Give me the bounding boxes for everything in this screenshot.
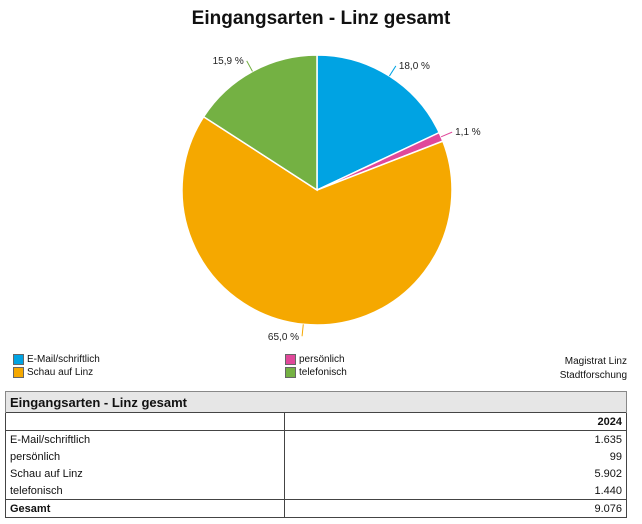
row-value: 99 bbox=[284, 448, 627, 465]
legend-label: E-Mail/schriftlich bbox=[27, 354, 100, 365]
table-caption: Eingangsarten - Linz gesamt bbox=[5, 391, 627, 413]
legend-item-telefonisch: telefonisch bbox=[285, 366, 347, 379]
slice-label: 15,9 % bbox=[213, 56, 244, 67]
row-label: persönlich bbox=[5, 448, 285, 465]
table-row: persönlich 99 bbox=[5, 448, 627, 465]
legend-swatch bbox=[13, 354, 24, 365]
header-empty bbox=[5, 412, 285, 431]
legend-swatch bbox=[285, 354, 296, 365]
pie-slice bbox=[202, 54, 318, 192]
table-row: E-Mail/schriftlich 1.635 bbox=[5, 430, 627, 448]
total-value: 9.076 bbox=[284, 499, 627, 518]
legend-item-persoenlich: persönlich bbox=[285, 353, 345, 366]
chart-title: Eingangsarten - Linz gesamt bbox=[191, 8, 451, 29]
legend-label: Schau auf Linz bbox=[27, 367, 94, 378]
pie-slice bbox=[181, 115, 453, 326]
credit-line2: Stadtforschung bbox=[559, 370, 627, 381]
legend-item-schau: Schau auf Linz bbox=[13, 366, 93, 379]
legend-swatch bbox=[285, 367, 296, 378]
header-year: 2024 bbox=[284, 412, 627, 431]
pie-chart: 18,0 % 1,1 % 65,0 % 15,9 % bbox=[181, 54, 481, 343]
row-value: 1.440 bbox=[284, 482, 627, 500]
table-row: Schau auf Linz 5.902 bbox=[5, 465, 627, 482]
legend-swatch bbox=[13, 367, 24, 378]
row-label: telefonisch bbox=[5, 482, 285, 500]
row-label: E-Mail/schriftlich bbox=[5, 430, 285, 448]
leader-line bbox=[388, 65, 397, 77]
row-label: Schau auf Linz bbox=[5, 465, 285, 482]
legend-item-email: E-Mail/schriftlich bbox=[13, 353, 100, 366]
row-value: 1.635 bbox=[284, 430, 627, 448]
table-row: telefonisch 1.440 bbox=[5, 482, 627, 500]
legend-label: persönlich bbox=[299, 354, 345, 365]
slice-label: 65,0 % bbox=[268, 332, 299, 343]
leader-line bbox=[246, 60, 253, 72]
credit-line1: Magistrat Linz bbox=[564, 356, 627, 367]
leader-line bbox=[440, 131, 453, 138]
row-value: 5.902 bbox=[284, 465, 627, 482]
data-table: Eingangsarten - Linz gesamt 2024 E-Mail/… bbox=[5, 391, 627, 518]
legend-label: telefonisch bbox=[299, 367, 347, 378]
total-row: Gesamt 9.076 bbox=[5, 499, 627, 518]
slice-label: 1,1 % bbox=[455, 127, 481, 138]
total-label: Gesamt bbox=[5, 499, 285, 518]
leader-line bbox=[301, 324, 304, 337]
slice-label: 18,0 % bbox=[399, 61, 430, 72]
